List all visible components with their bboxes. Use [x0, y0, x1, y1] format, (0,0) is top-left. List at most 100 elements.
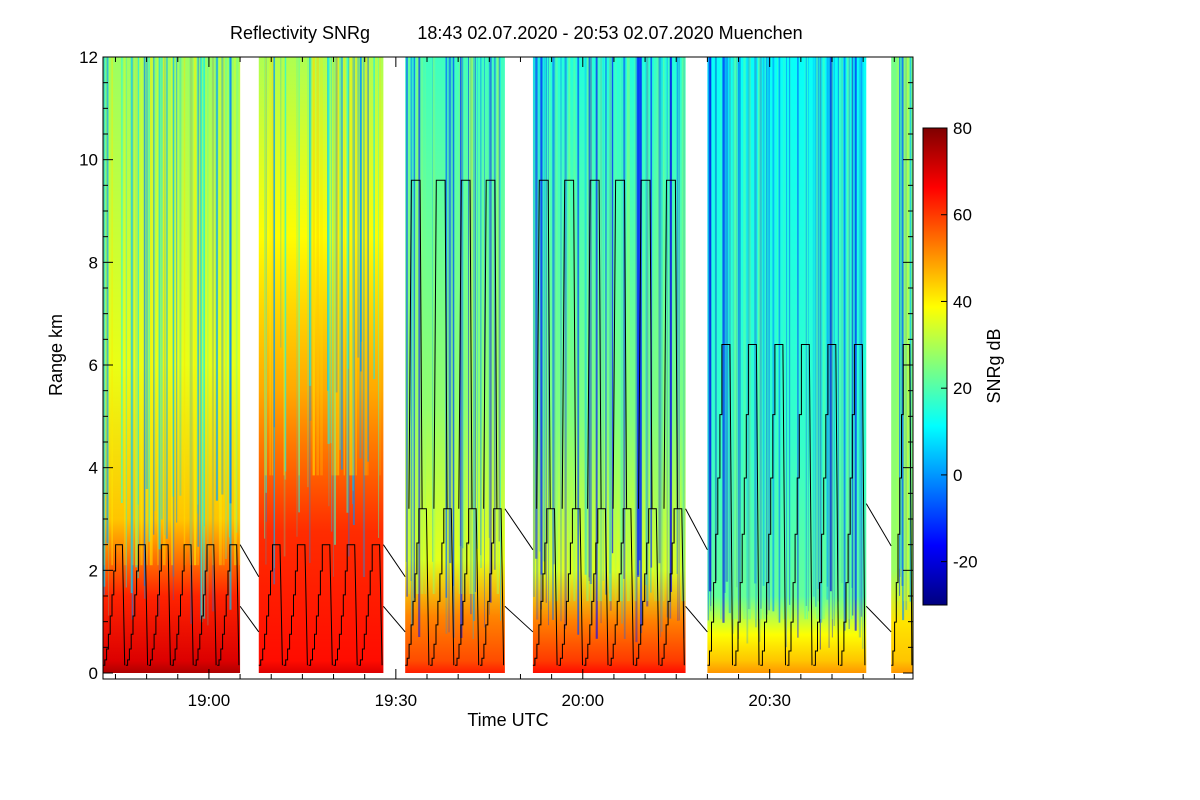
heatmap-streak: [858, 57, 861, 638]
heatmap-streak: [729, 57, 732, 620]
chart-subtitle: 18:43 02.07.2020 - 20:53 02.07.2020 Muen…: [417, 23, 802, 43]
heatmap-streak: [334, 57, 337, 476]
heatmap-streak: [663, 57, 665, 602]
heatmap-streak: [271, 57, 274, 476]
heatmap-streak: [164, 57, 166, 535]
heatmap-streak: [540, 57, 543, 575]
heatmap-streak: [833, 57, 835, 626]
heatmap-streak: [552, 57, 554, 620]
heatmap-streak: [553, 57, 556, 565]
heatmap-streak: [432, 57, 434, 594]
heatmap-streak: [103, 57, 106, 587]
heatmap-streak: [413, 57, 416, 598]
heatmap-streak: [619, 57, 623, 602]
heatmap-streak: [433, 57, 436, 594]
heatmap-streak: [283, 57, 286, 557]
heatmap-streak: [608, 57, 612, 602]
heatmap-streak: [600, 57, 602, 624]
heatmap-streak: [626, 57, 630, 602]
heatmap-streak: [734, 57, 738, 620]
colorbar: -20 0 20 40 60 80: [922, 119, 978, 606]
heatmap-streak: [316, 57, 320, 476]
heatmap-streak: [754, 57, 757, 584]
heatmap-streak: [666, 57, 668, 618]
heatmap-streak: [850, 57, 853, 620]
heatmap-streak: [337, 57, 340, 476]
chart-title: Reflectivity SNRg: [230, 23, 370, 43]
heatmap-streak: [548, 57, 549, 626]
heatmap-streak: [176, 57, 178, 523]
heatmap-streak: [739, 57, 741, 583]
heatmap-streak: [759, 57, 763, 620]
heatmap-streak: [308, 57, 312, 386]
heatmap-streak: [805, 57, 808, 606]
heatmap-streak: [815, 57, 817, 607]
heatmap-streak: [841, 57, 843, 584]
heatmap-streak: [343, 57, 345, 476]
heatmap-streak: [158, 57, 161, 550]
heatmap-streak: [421, 57, 424, 594]
heatmap-streak: [677, 57, 679, 621]
heatmap-streak: [736, 57, 738, 588]
heatmap-streak: [135, 57, 138, 568]
x-axis-label: Time UTC: [467, 710, 548, 730]
y-tick-label: 0: [89, 664, 98, 683]
heatmap-streak: [661, 57, 663, 632]
heatmap-streak: [586, 57, 588, 602]
heatmap-streak: [776, 57, 778, 620]
heatmap-streak: [831, 57, 833, 620]
heatmap-streak: [280, 57, 282, 348]
scan-gap-connector: [685, 605, 708, 633]
heatmap-streak: [333, 57, 337, 545]
heatmap-streak: [160, 57, 163, 520]
heatmap-streak: [765, 57, 768, 615]
heatmap-streak: [545, 57, 547, 603]
heatmap-streak: [200, 57, 203, 623]
heatmap-streak: [233, 57, 237, 566]
data-block: [405, 57, 505, 673]
x-axis: 19:00 19:30 20:00 20:30: [114, 57, 895, 710]
heatmap-streak: [135, 57, 138, 566]
heatmap-streak: [331, 57, 333, 532]
heatmap-streak: [309, 57, 311, 564]
heatmap-streak: [645, 57, 647, 585]
heatmap-streak: [804, 57, 806, 620]
heatmap-streak: [202, 57, 206, 619]
heatmap-streak: [471, 57, 475, 594]
heatmap-streak: [165, 57, 168, 539]
heatmap-streak: [589, 57, 592, 585]
heatmap-streak: [765, 57, 767, 620]
heatmap-streak: [111, 57, 113, 566]
heatmap-streak: [320, 57, 323, 476]
heatmap-streak: [748, 57, 751, 610]
heatmap-streak: [420, 57, 423, 594]
heatmap-streak: [452, 57, 455, 638]
heatmap-streak: [587, 57, 589, 602]
heatmap-streak: [565, 57, 567, 602]
heatmap-streak: [234, 57, 238, 566]
heatmap-streak: [418, 57, 421, 638]
heatmap-streak: [743, 57, 746, 620]
heatmap-streak: [782, 57, 786, 620]
heatmap-streak: [831, 57, 833, 638]
heatmap-streak: [145, 57, 149, 566]
heatmap-streak: [350, 57, 353, 476]
heatmap-streak: [143, 57, 146, 599]
scan-line: [536, 179, 678, 509]
heatmap-streak: [768, 57, 770, 611]
heatmap-streak: [197, 57, 199, 566]
heatmap-streak: [610, 57, 612, 602]
heatmap-streak: [471, 57, 473, 594]
heatmap-streak: [473, 57, 476, 621]
heatmap-streak: [143, 57, 146, 586]
heatmap-streak: [560, 57, 562, 622]
heatmap-streak: [416, 57, 419, 594]
heatmap-streak: [352, 57, 355, 526]
heatmap-streak: [808, 57, 809, 612]
heatmap-streak: [728, 57, 731, 614]
heatmap-streak: [660, 57, 662, 638]
heatmap-streak: [157, 57, 159, 566]
scan-line: [408, 179, 498, 509]
heatmap-streak: [377, 57, 380, 538]
y-tick-label: 10: [79, 151, 98, 170]
